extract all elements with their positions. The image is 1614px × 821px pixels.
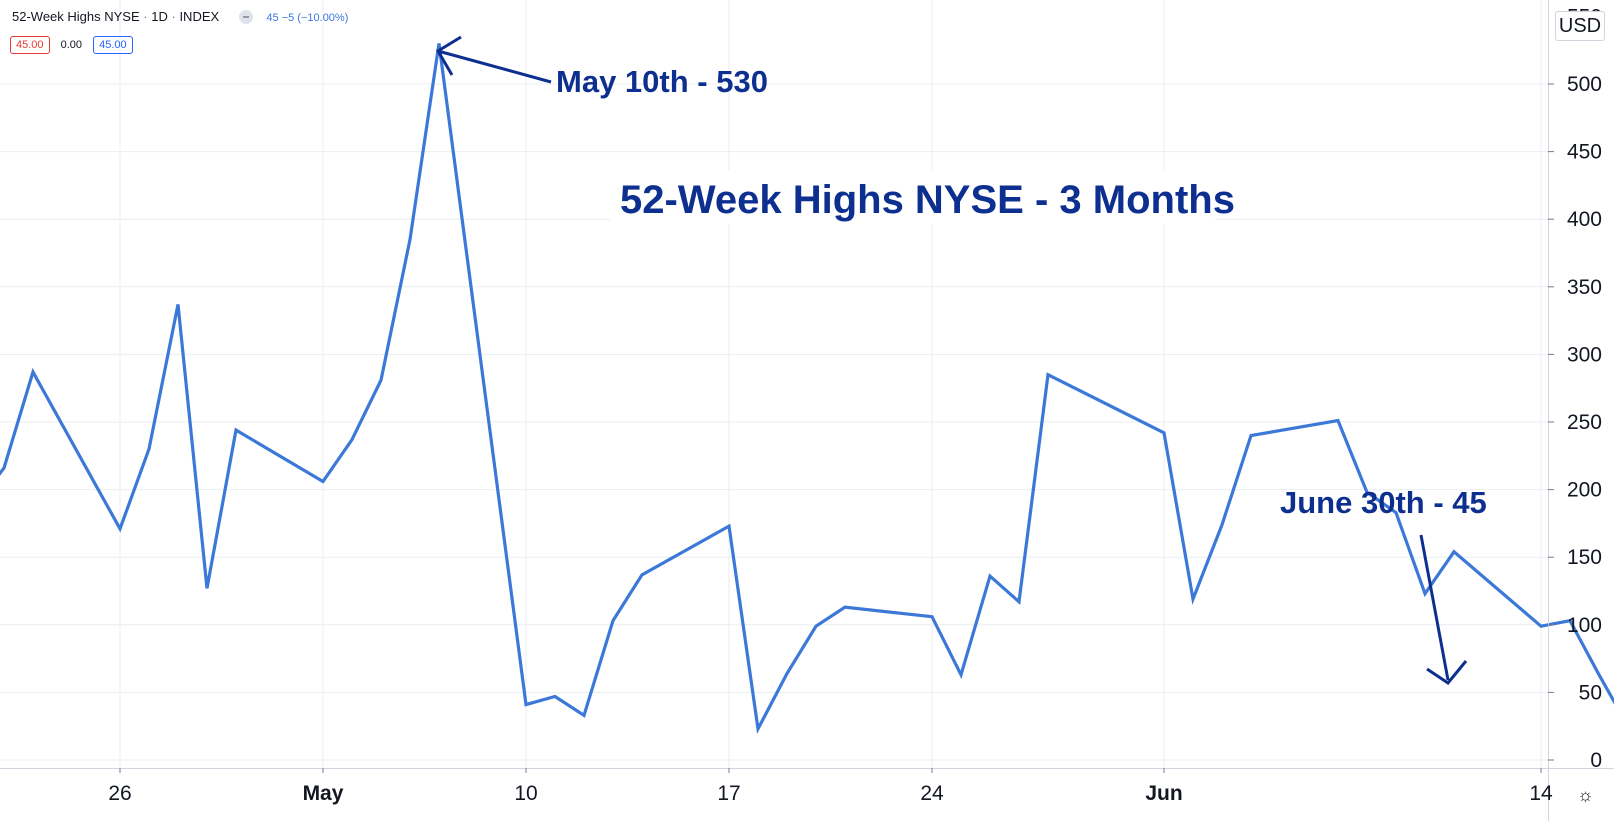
series-legend[interactable]: 52-Week Highs NYSE · 1D · INDEX 45 −5 (−… <box>12 9 349 24</box>
annotation-peak: May 10th - 530 <box>556 64 768 99</box>
mid-value-text: 0.00 <box>60 39 83 51</box>
low-value-badge: 45.00 <box>10 36 50 54</box>
high-value-badge: 45.00 <box>93 36 133 54</box>
x-tick-label: 14 <box>1529 782 1553 805</box>
value-boxes: 45.00 0.00 45.00 <box>10 36 141 54</box>
annotations: 52-Week Highs NYSE - 3 Months May 10th -… <box>435 35 1487 686</box>
x-tick-label: 24 <box>920 782 944 805</box>
title-background <box>610 170 1215 224</box>
y-tick-label: 200 <box>1567 479 1602 502</box>
legend-interval: 1D <box>151 9 168 24</box>
x-tick-label: 17 <box>717 782 740 805</box>
annotation-peak-arrow <box>435 35 552 84</box>
y-tick-label: 300 <box>1567 343 1602 366</box>
y-tick-label: 0 <box>1590 749 1602 772</box>
series-line-group <box>0 43 1614 735</box>
annotation-latest: June 30th - 45 <box>1280 485 1487 520</box>
y-axis-ticks[interactable]: 050100150200250300350400450500550 <box>1548 5 1602 772</box>
x-tick-label: 26 <box>108 782 131 805</box>
y-tick-label: 100 <box>1567 614 1602 637</box>
y-tick-label: 500 <box>1567 73 1602 96</box>
chart-title: 52-Week Highs NYSE - 3 Months <box>620 178 1235 222</box>
y-tick-label: 450 <box>1567 141 1602 164</box>
x-axis-ticks[interactable]: 26May101724Jun1421Jul <box>108 768 1614 805</box>
gear-icon[interactable]: ☼ <box>1577 785 1594 805</box>
legend-symbol: 52-Week Highs NYSE <box>12 9 140 24</box>
x-tick-label: 10 <box>514 782 537 805</box>
x-tick-label: Jun <box>1145 782 1182 805</box>
grid <box>0 0 1548 768</box>
legend-change: 45 −5 (−10.00%) <box>266 12 349 24</box>
y-tick-label: 400 <box>1567 208 1602 231</box>
annotation-latest-arrow <box>1419 534 1468 686</box>
legend-exchange: INDEX <box>179 9 220 24</box>
y-tick-label: 250 <box>1567 411 1602 434</box>
series-line-0 <box>0 43 1614 735</box>
y-tick-label: 50 <box>1579 681 1602 704</box>
hide-series-icon[interactable] <box>238 9 253 24</box>
y-tick-label: 150 <box>1567 546 1602 569</box>
y-tick-label: 350 <box>1567 276 1602 299</box>
x-tick-label: May <box>303 782 344 805</box>
currency-button[interactable]: USD <box>1555 11 1605 41</box>
